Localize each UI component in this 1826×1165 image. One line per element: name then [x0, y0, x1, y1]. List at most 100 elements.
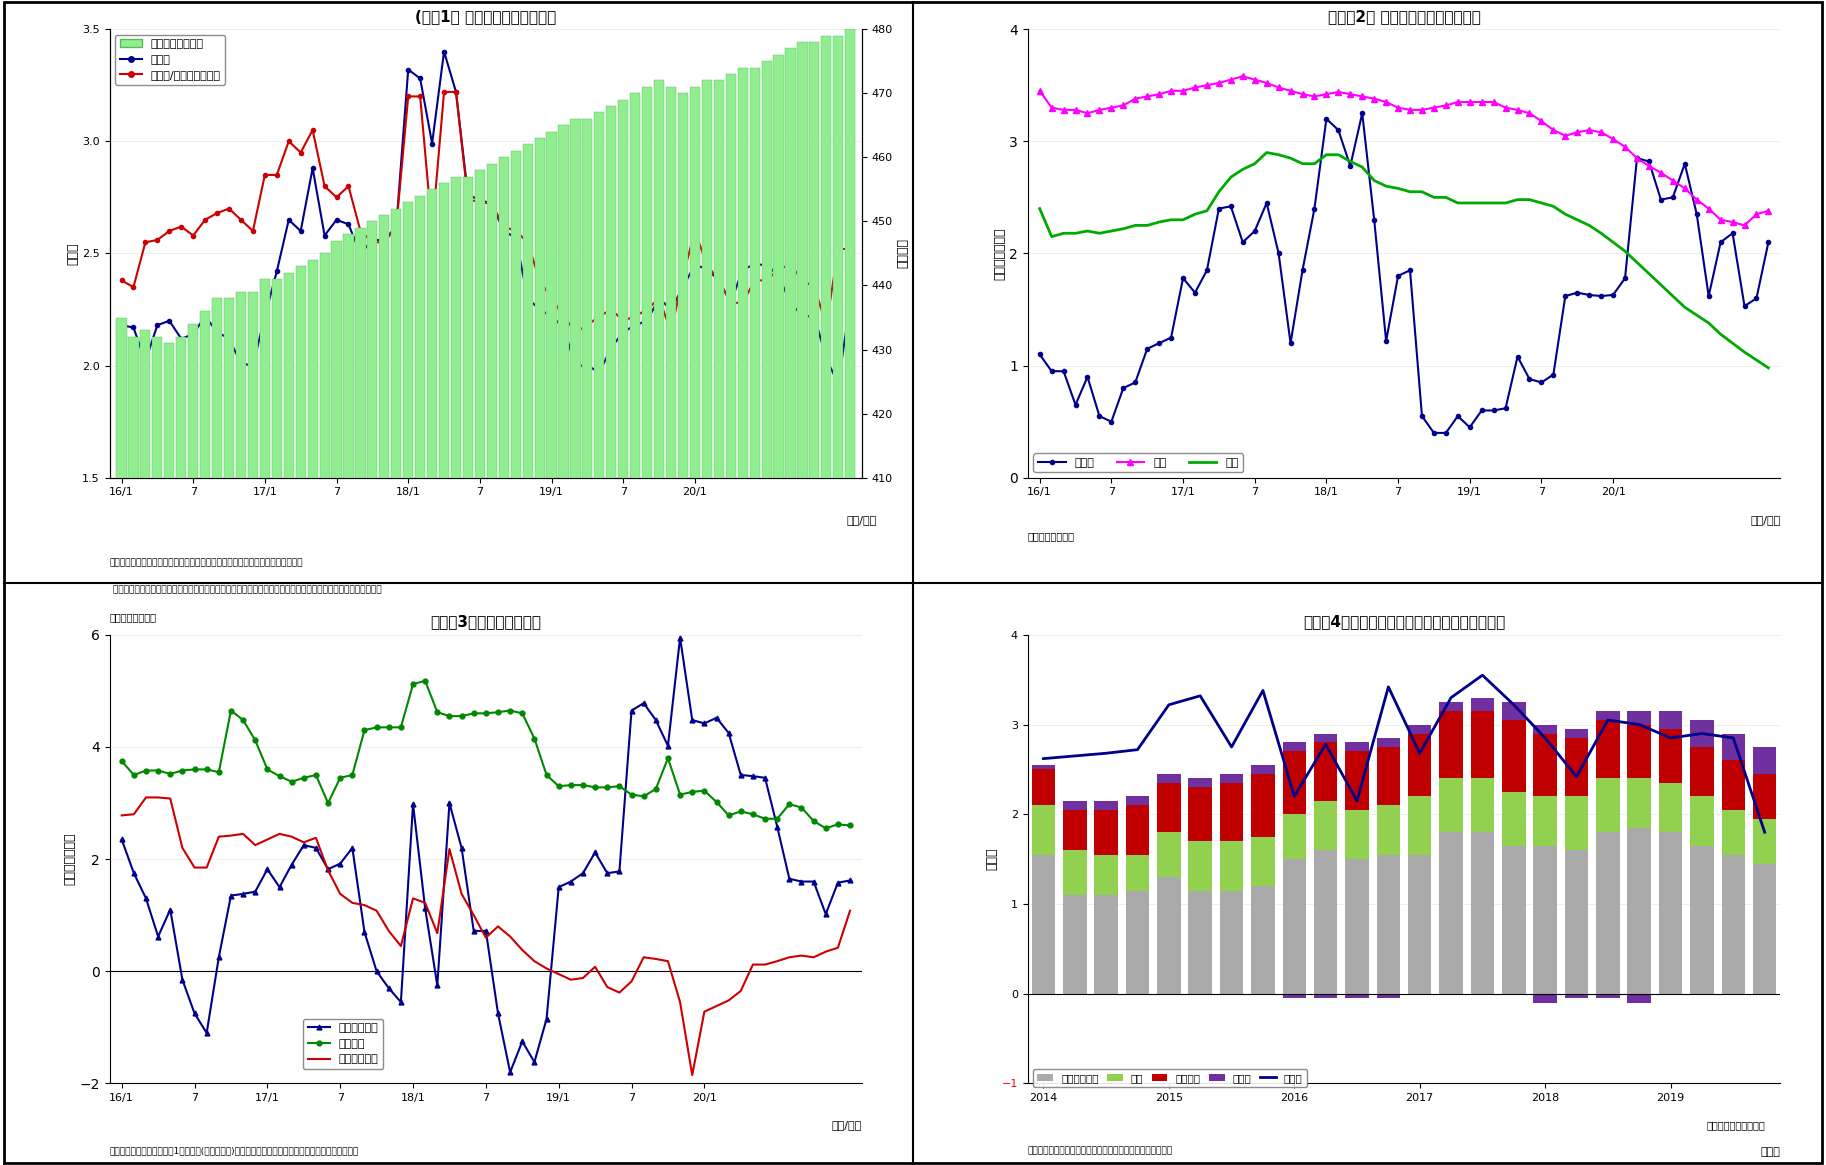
- 総貸出: [1503, 698, 1525, 712]
- Bar: [1439, 702, 1463, 711]
- Bar: [332, 241, 341, 1165]
- Bar: [283, 273, 294, 1165]
- 総貸出: [1065, 749, 1086, 763]
- Bar: [225, 298, 234, 1165]
- Bar: [1063, 800, 1086, 810]
- Bar: [809, 42, 820, 1165]
- Bar: [1503, 720, 1525, 792]
- Bar: [1470, 832, 1494, 994]
- 大・中堅企業: [256, 862, 278, 876]
- 中小企業: [561, 778, 582, 792]
- Bar: [212, 298, 223, 1165]
- 中小企業: [754, 812, 776, 826]
- Bar: [1534, 797, 1558, 846]
- Bar: [1377, 737, 1401, 747]
- Bar: [427, 190, 436, 1165]
- 総貸出: [1722, 730, 1744, 744]
- Bar: [1470, 711, 1494, 778]
- 総貸出: [1032, 751, 1054, 765]
- Bar: [488, 164, 497, 1165]
- Bar: [117, 318, 126, 1165]
- Bar: [1565, 994, 1589, 998]
- 総貸出: [1220, 740, 1242, 754]
- 中小企業: [111, 754, 133, 768]
- Bar: [1189, 890, 1212, 994]
- 地銀: [1757, 204, 1779, 218]
- Bar: [1315, 800, 1337, 850]
- 都銀等: [1172, 271, 1194, 285]
- Bar: [1565, 737, 1589, 797]
- Bar: [1658, 783, 1682, 832]
- 総貸出: [1472, 669, 1494, 683]
- Bar: [1753, 819, 1777, 863]
- Text: （資料）日本銀行　（注）1月分まで(末残ベース)、大・中堅企業は「法人」－「中小企業」にて算出: （資料）日本銀行 （注）1月分まで(末残ベース)、大・中堅企業は「法人」－「中小…: [110, 1146, 360, 1156]
- Bar: [511, 151, 520, 1165]
- Bar: [1722, 810, 1746, 855]
- Bar: [701, 80, 712, 1165]
- 総貸出: [1660, 730, 1682, 744]
- Bar: [1691, 846, 1715, 994]
- 総貸出: [1158, 698, 1180, 712]
- Bar: [164, 344, 173, 1165]
- Line: 大・中堅企業: 大・中堅企業: [119, 635, 853, 1074]
- 大・中堅企業: [365, 965, 387, 979]
- 地方公共団体: [378, 924, 400, 938]
- 地銀: [1233, 69, 1254, 83]
- 地方公共団体: [135, 790, 157, 804]
- Bar: [1158, 783, 1181, 832]
- Y-axis label: （％）: （％）: [66, 242, 79, 264]
- Bar: [1691, 747, 1715, 797]
- 大・中堅企業: [498, 1065, 520, 1079]
- Bar: [296, 267, 305, 1165]
- Bar: [785, 49, 796, 1165]
- 地方公共団体: [840, 904, 862, 918]
- Legend: 貸出残高（右軸）, 前年比, 前年比/特殊要因調整後: 貸出残高（右軸）, 前年比, 前年比/特殊要因調整後: [115, 35, 225, 85]
- Bar: [1377, 747, 1401, 805]
- Bar: [367, 221, 378, 1165]
- Bar: [272, 280, 281, 1165]
- Bar: [201, 311, 210, 1165]
- Bar: [1627, 827, 1651, 994]
- Bar: [1251, 836, 1275, 887]
- Bar: [1063, 810, 1086, 850]
- Bar: [152, 337, 163, 1165]
- Bar: [1282, 751, 1306, 814]
- 都銀等: [1757, 235, 1779, 249]
- 地銀: [1483, 96, 1505, 110]
- Bar: [248, 292, 257, 1165]
- Bar: [1627, 778, 1651, 827]
- Bar: [725, 75, 736, 1165]
- 大・中堅企業: [767, 820, 789, 834]
- Bar: [1534, 734, 1558, 797]
- Bar: [1377, 805, 1401, 855]
- Bar: [1658, 832, 1682, 994]
- Bar: [1377, 994, 1401, 998]
- 大・中堅企業: [840, 874, 862, 888]
- 中小企業: [365, 720, 387, 734]
- Bar: [1470, 698, 1494, 711]
- Bar: [1439, 778, 1463, 832]
- Bar: [1722, 761, 1746, 810]
- 総貸出: [1346, 793, 1368, 807]
- Title: （図表2） 業態別の貸出残高増減率: （図表2） 業態別の貸出残高増減率: [1328, 9, 1481, 23]
- Legend: 都銀等, 地銀, 信金: 都銀等, 地銀, 信金: [1034, 453, 1244, 472]
- Bar: [188, 324, 199, 1165]
- 総貸出: [1127, 742, 1149, 756]
- Bar: [1346, 810, 1370, 859]
- Bar: [1282, 859, 1306, 994]
- Bar: [438, 183, 449, 1165]
- Bar: [1439, 711, 1463, 778]
- Bar: [1127, 805, 1149, 855]
- Bar: [1596, 778, 1620, 832]
- 都銀等: [1220, 199, 1242, 213]
- Bar: [1189, 788, 1212, 841]
- Bar: [320, 254, 331, 1165]
- Bar: [1408, 734, 1432, 797]
- Bar: [128, 337, 139, 1165]
- Bar: [1315, 850, 1337, 994]
- 地方公共団体: [268, 827, 290, 841]
- 中小企業: [840, 819, 862, 833]
- Line: 総貸出: 総貸出: [1043, 676, 1764, 832]
- Bar: [798, 42, 807, 1165]
- 都銀等: [1495, 401, 1517, 415]
